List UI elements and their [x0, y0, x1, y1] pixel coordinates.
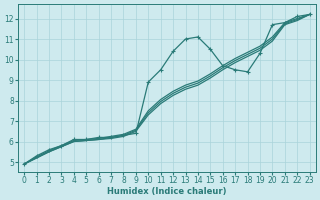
- X-axis label: Humidex (Indice chaleur): Humidex (Indice chaleur): [107, 187, 227, 196]
